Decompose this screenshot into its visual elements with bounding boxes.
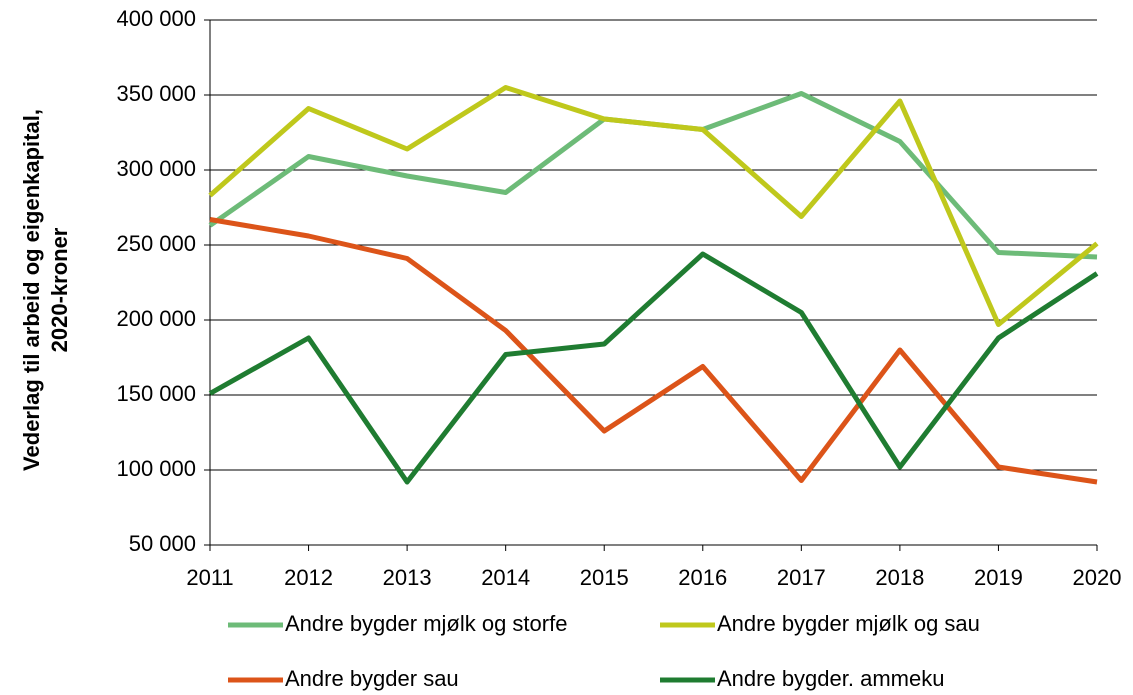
x-tick-label: 2013 bbox=[383, 565, 432, 590]
x-tick-label: 2012 bbox=[284, 565, 333, 590]
y-tick-label: 100 000 bbox=[116, 456, 196, 481]
x-tick-label: 2015 bbox=[580, 565, 629, 590]
x-tick-label: 2017 bbox=[777, 565, 826, 590]
x-tick-label: 2020 bbox=[1073, 565, 1122, 590]
series-line bbox=[208, 91, 1098, 260]
y-axis-title-line: 2020-kroner bbox=[47, 227, 72, 352]
x-tick-label: 2018 bbox=[875, 565, 924, 590]
y-tick-label: 200 000 bbox=[116, 306, 196, 331]
x-tick-label: 2014 bbox=[481, 565, 530, 590]
series-line bbox=[208, 251, 1099, 485]
y-tick-label: 250 000 bbox=[116, 231, 196, 256]
legend-label: Andre bygder mjølk og sau bbox=[717, 611, 980, 636]
y-axis-title: Vederlag til arbeid og eigenkapital, 202… bbox=[19, 109, 72, 471]
y-tick-label: 350 000 bbox=[116, 81, 196, 106]
y-tick-label: 400 000 bbox=[116, 6, 196, 31]
y-tick-label: 50 000 bbox=[129, 531, 196, 556]
legend-label: Andre bygder mjølk og storfe bbox=[285, 611, 567, 636]
x-tick-label: 2019 bbox=[974, 565, 1023, 590]
series-line bbox=[208, 85, 1099, 327]
legend-label: Andre bygder sau bbox=[285, 666, 459, 691]
legend-label: Andre bygder. ammeku bbox=[717, 666, 944, 691]
y-axis-title-line: Vederlag til arbeid og eigenkapital, bbox=[19, 109, 44, 471]
x-tick-label: 2011 bbox=[186, 565, 233, 590]
x-tick-label: 2016 bbox=[678, 565, 727, 590]
y-tick-label: 300 000 bbox=[116, 156, 196, 181]
series-line bbox=[209, 217, 1098, 485]
y-tick-label: 150 000 bbox=[116, 381, 196, 406]
